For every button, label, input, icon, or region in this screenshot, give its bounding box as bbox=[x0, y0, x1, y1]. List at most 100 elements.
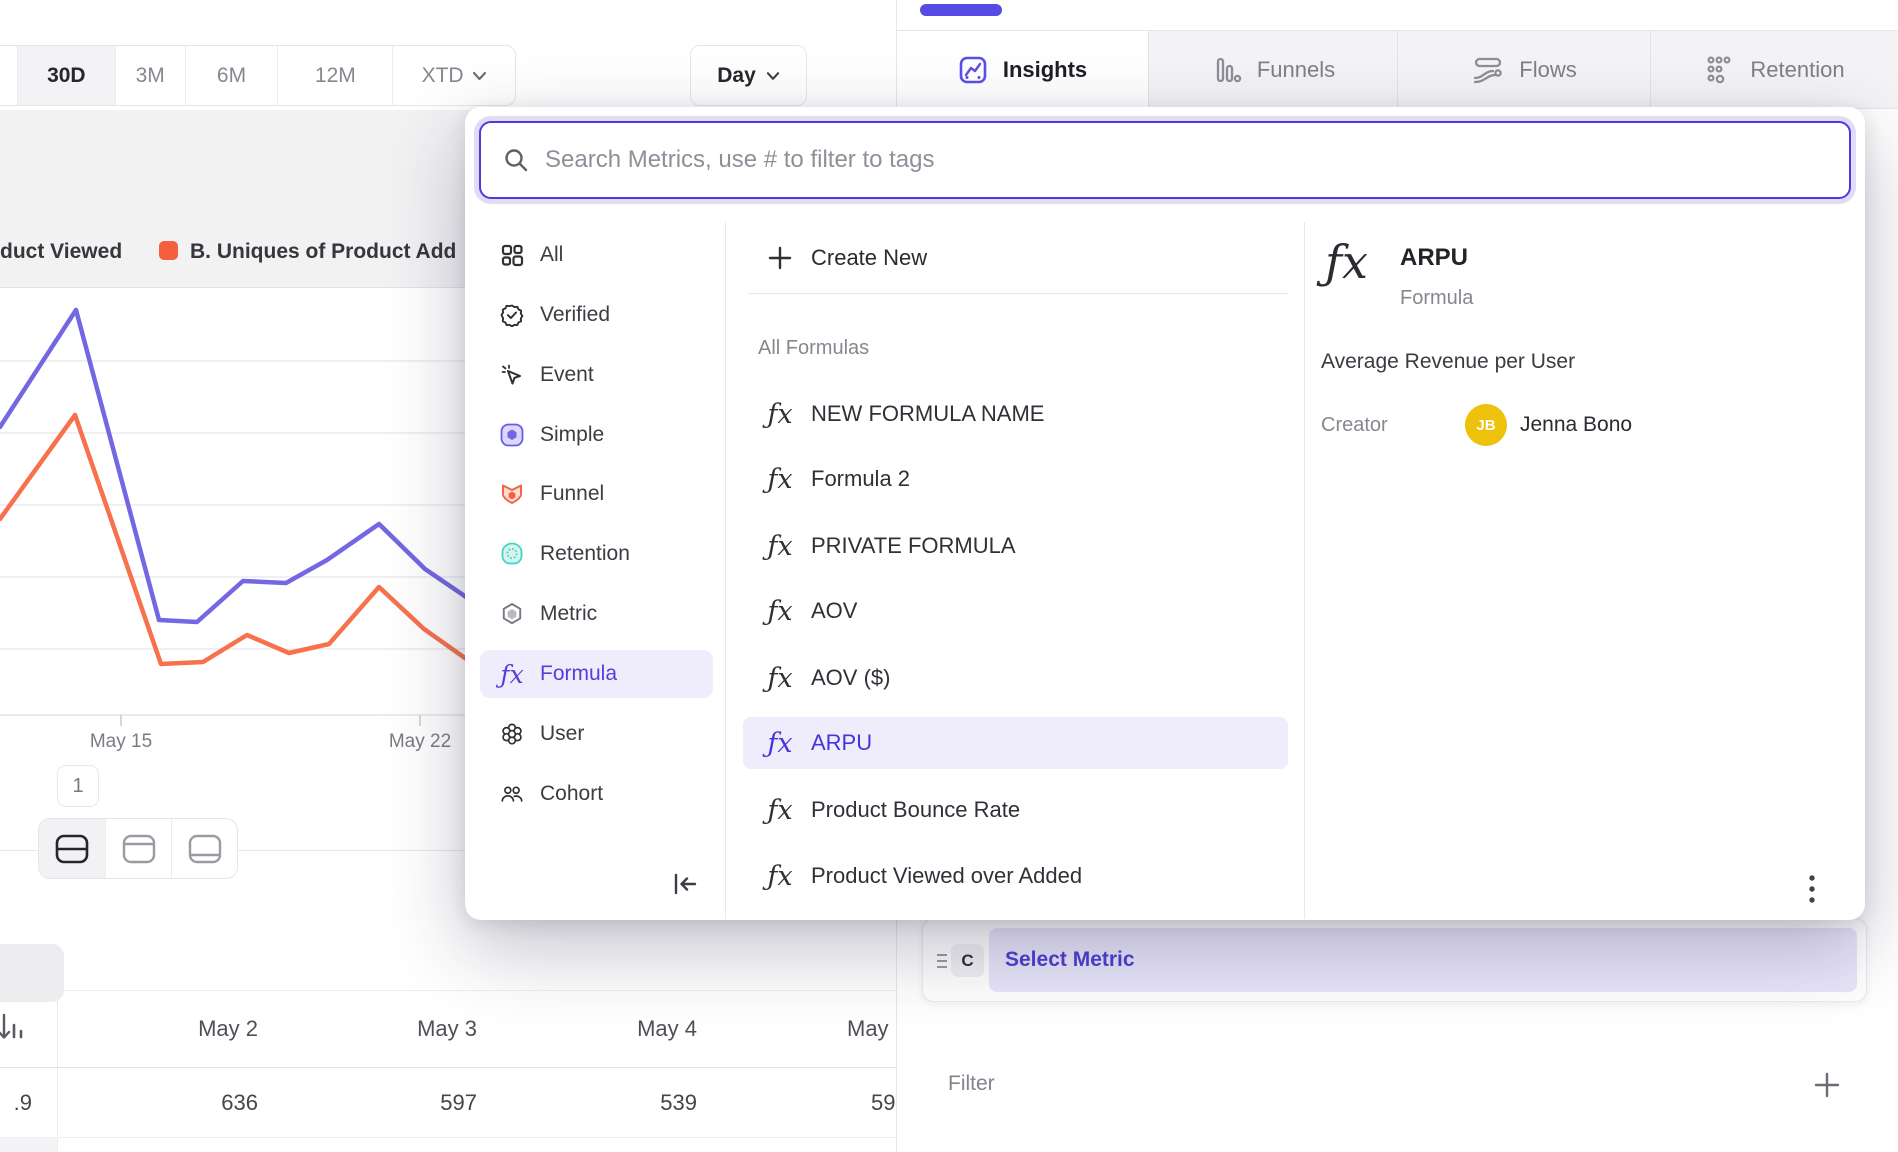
table-header-may3[interactable]: May 3 bbox=[417, 1016, 477, 1041]
formula-item-label: Formula 2 bbox=[811, 466, 911, 491]
formula-fx-icon: ƒx bbox=[767, 727, 793, 759]
category-cohort[interactable]: Cohort bbox=[480, 770, 713, 818]
select-metric-field[interactable]: Select Metric bbox=[989, 928, 1857, 992]
formula-item[interactable]: ƒx NEW FORMULA NAME bbox=[743, 388, 1288, 440]
tab-funnels[interactable]: Funnels bbox=[1148, 31, 1397, 108]
cohort-people-icon bbox=[500, 782, 524, 806]
table-header-may5-partial[interactable]: May bbox=[847, 1016, 889, 1041]
more-options-icon[interactable] bbox=[1805, 873, 1819, 907]
formula-fx-icon: ƒx bbox=[767, 794, 793, 826]
formula-item[interactable]: ƒx AOV ($) bbox=[743, 652, 1288, 704]
add-filter-icon[interactable] bbox=[1812, 1070, 1842, 1100]
tab-retention[interactable]: Retention bbox=[1650, 31, 1898, 108]
formula-fx-icon: ƒx bbox=[767, 860, 793, 892]
category-event[interactable]: Event bbox=[480, 351, 713, 399]
granularity-dropdown[interactable]: Day bbox=[690, 45, 807, 106]
page-1-button[interactable]: 1 bbox=[57, 765, 99, 807]
series-b-line bbox=[0, 412, 475, 667]
x-axis-label-may22: May 22 bbox=[388, 731, 452, 752]
category-label: Funnel bbox=[540, 482, 605, 505]
range-segment-partial[interactable] bbox=[0, 46, 17, 105]
tab-funnels-label: Funnels bbox=[1256, 56, 1336, 82]
split-horizontal-icon bbox=[55, 834, 89, 863]
funnel-badge-icon bbox=[500, 482, 524, 506]
detail-creator-name: Jenna Bono bbox=[1520, 413, 1633, 436]
table-next-row-sliver bbox=[0, 1138, 57, 1152]
collapse-sidebar-icon[interactable] bbox=[671, 871, 699, 897]
bottom-band-icon bbox=[188, 834, 221, 863]
line-chart[interactable] bbox=[0, 289, 530, 749]
detail-title: ARPU bbox=[1400, 244, 1469, 271]
table-cell: 597 bbox=[440, 1090, 477, 1115]
flows-waves-icon bbox=[1474, 57, 1503, 83]
range-6m-button[interactable]: 6M bbox=[184, 46, 278, 105]
table-cell: 539 bbox=[660, 1090, 697, 1115]
formula-item[interactable]: ƒx Product Viewed over Added bbox=[743, 850, 1288, 902]
tab-insights[interactable]: Insights bbox=[896, 31, 1148, 108]
formula-fx-icon: ƒx bbox=[767, 398, 793, 430]
layout-top-band-button[interactable] bbox=[105, 819, 171, 878]
metric-picker-modal: All Verified Event Simple Funnel Retenti… bbox=[465, 107, 1865, 920]
range-xtd-label: XTD bbox=[421, 63, 464, 87]
metric-builder-card: C Select Metric bbox=[922, 918, 1867, 1002]
category-formula[interactable]: ƒx Formula bbox=[480, 650, 713, 698]
legend-series-b-label[interactable]: B. Uniques of Product Add bbox=[190, 240, 457, 263]
cursor-spark-icon bbox=[500, 363, 524, 387]
formula-fx-icon: ƒx bbox=[767, 463, 793, 495]
layout-split-horizontal-button[interactable] bbox=[39, 819, 105, 878]
plus-icon bbox=[768, 246, 792, 270]
layout-bottom-band-button[interactable] bbox=[171, 819, 237, 878]
table-frozen-value: .9 bbox=[13, 1090, 32, 1115]
category-label: All bbox=[540, 243, 564, 266]
chevron-down-icon bbox=[766, 71, 779, 80]
category-label: Formula bbox=[540, 662, 618, 685]
search-icon bbox=[505, 149, 528, 172]
category-metric[interactable]: Metric bbox=[480, 590, 713, 638]
range-12m-button[interactable]: 12M bbox=[277, 46, 392, 105]
create-new-label: Create New bbox=[811, 245, 928, 270]
formula-item[interactable]: ƒx Formula 2 bbox=[743, 453, 1288, 505]
tab-flows[interactable]: Flows bbox=[1397, 31, 1650, 108]
category-user[interactable]: User bbox=[480, 710, 713, 758]
category-simple[interactable]: Simple bbox=[480, 411, 713, 459]
table-header-may4[interactable]: May 4 bbox=[637, 1016, 697, 1041]
range-xtd-dropdown[interactable]: XTD bbox=[392, 46, 515, 105]
legend-series-a-label[interactable]: duct Viewed bbox=[0, 240, 123, 263]
metric-search-input[interactable] bbox=[545, 146, 1849, 174]
chart-gridlines bbox=[0, 360, 530, 726]
category-label: Retention bbox=[540, 542, 630, 565]
retention-dots-icon bbox=[1707, 55, 1731, 83]
formula-item-arpu-selected[interactable]: ƒx ARPU bbox=[743, 717, 1288, 769]
category-retention[interactable]: Retention bbox=[480, 530, 713, 578]
category-verified[interactable]: Verified bbox=[480, 291, 713, 339]
top-band-icon bbox=[122, 834, 155, 863]
formula-item[interactable]: ƒx AOV bbox=[743, 585, 1288, 637]
category-funnel[interactable]: Funnel bbox=[480, 470, 713, 518]
series-a-line bbox=[0, 307, 475, 625]
table-header-border bbox=[0, 1067, 896, 1068]
range-3m-button[interactable]: 3M bbox=[114, 46, 185, 105]
insights-chart-icon bbox=[959, 56, 987, 83]
category-all[interactable]: All bbox=[480, 231, 713, 279]
funnels-bars-icon bbox=[1216, 57, 1242, 82]
metric-search-bar bbox=[479, 121, 1851, 199]
detail-creator-label: Creator bbox=[1321, 414, 1388, 436]
formula-item[interactable]: ƒx Product Bounce Rate bbox=[743, 784, 1288, 836]
tab-flows-label: Flows bbox=[1519, 56, 1577, 82]
table-header-may2[interactable]: May 2 bbox=[198, 1016, 258, 1041]
formula-item-label: Product Viewed over Added bbox=[811, 863, 1083, 888]
badge-check-icon bbox=[500, 303, 524, 327]
range-30d-button[interactable]: 30D bbox=[16, 46, 115, 105]
sort-columns-icon[interactable] bbox=[0, 1012, 24, 1042]
formula-item[interactable]: ƒx PRIVATE FORMULA bbox=[743, 520, 1288, 572]
create-new-button[interactable]: Create New bbox=[743, 232, 1288, 284]
drag-handle-icon[interactable] bbox=[933, 950, 951, 972]
table-cell: 636 bbox=[221, 1090, 258, 1115]
category-label: User bbox=[540, 722, 585, 745]
sidebar-column-divider bbox=[725, 222, 726, 919]
section-divider bbox=[0, 850, 896, 851]
table-top-border bbox=[0, 990, 896, 991]
formula-fx-icon-large: ƒx bbox=[1325, 235, 1368, 289]
category-label: Cohort bbox=[540, 782, 604, 805]
breakdown-pill-partial[interactable] bbox=[0, 944, 64, 1002]
